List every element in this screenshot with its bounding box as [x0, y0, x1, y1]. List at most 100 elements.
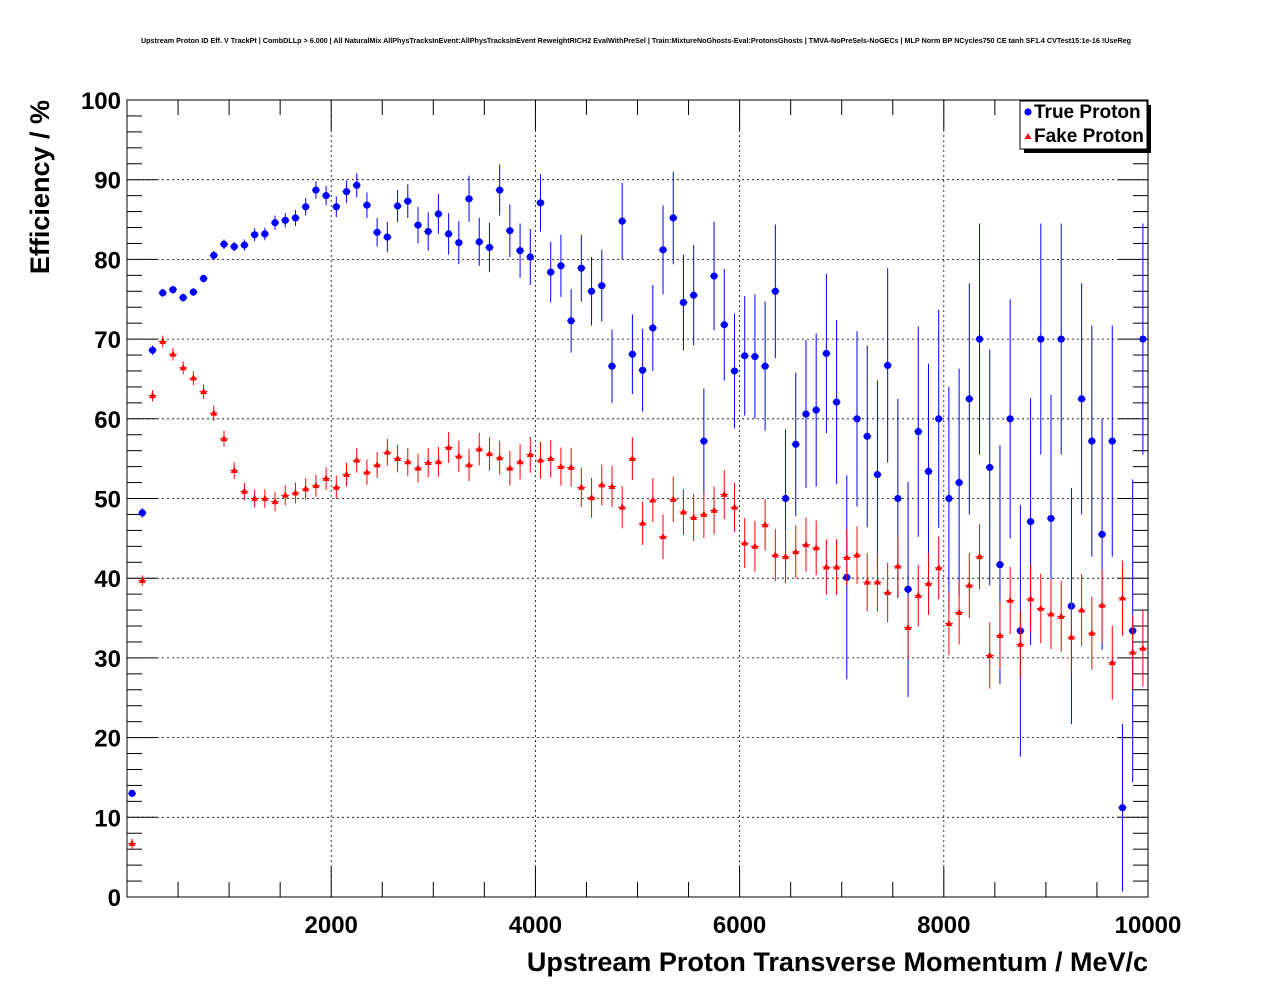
data-point — [567, 463, 575, 470]
data-point — [1047, 514, 1055, 523]
data-point — [414, 221, 422, 229]
data-point — [210, 251, 218, 260]
y-tick-label: 50 — [94, 487, 121, 514]
data-point — [771, 287, 779, 295]
data-point — [1037, 335, 1045, 343]
data-point — [475, 238, 483, 246]
data-point — [496, 454, 504, 461]
data-point — [138, 509, 146, 517]
legend-label-true-proton: True Proton — [1034, 102, 1141, 123]
y-tick-label: 0 — [108, 885, 121, 912]
data-point — [771, 551, 779, 558]
data-point — [1037, 604, 1045, 611]
data-point — [169, 286, 177, 294]
x-tick-label: 2000 — [305, 912, 358, 939]
data-point — [189, 288, 197, 296]
data-point — [435, 458, 442, 465]
data-point — [261, 230, 269, 238]
data-point — [965, 395, 973, 403]
y-tick-label: 30 — [94, 646, 121, 673]
data-point — [526, 450, 534, 458]
data-point — [547, 268, 555, 276]
data-point — [1078, 395, 1086, 403]
data-point — [976, 552, 983, 560]
data-point — [639, 366, 647, 374]
data-point — [363, 201, 371, 209]
legend-marker-true-proton — [1024, 108, 1032, 116]
plot-frame — [126, 99, 1149, 898]
data-point — [241, 487, 248, 494]
data-point — [914, 427, 922, 436]
data-point — [434, 210, 443, 218]
data-point — [588, 493, 595, 501]
data-point — [322, 474, 330, 481]
data-point — [700, 510, 708, 517]
data-point — [925, 579, 932, 587]
legend-label-fake-proton: Fake Proton — [1034, 126, 1144, 147]
data-point — [679, 298, 688, 307]
data-point — [383, 448, 391, 455]
data-point — [536, 199, 545, 207]
data-point — [955, 608, 963, 615]
data-point — [659, 532, 667, 540]
data-point — [200, 387, 207, 395]
y-tick-label: 20 — [94, 726, 121, 753]
data-point — [343, 470, 350, 477]
data-point — [1078, 606, 1086, 613]
data-point — [291, 214, 300, 222]
data-point — [863, 432, 871, 440]
data-point — [393, 202, 402, 210]
data-point — [261, 494, 269, 501]
data-point — [1057, 612, 1065, 619]
data-point — [894, 494, 902, 503]
data-point — [179, 294, 187, 302]
data-point — [210, 409, 218, 416]
data-point — [445, 230, 453, 238]
data-point — [986, 463, 994, 472]
data-point — [516, 458, 524, 465]
data-point — [567, 317, 575, 325]
data-point — [781, 494, 790, 503]
data-point — [1057, 335, 1065, 343]
data-point — [465, 461, 473, 468]
data-point — [1027, 595, 1034, 602]
data-point — [455, 452, 463, 459]
data-point — [730, 367, 739, 375]
data-point — [924, 467, 933, 476]
legend-box — [1019, 100, 1148, 150]
data-point — [1088, 437, 1096, 445]
grid-lines — [127, 100, 1148, 897]
y-tick-label: 60 — [94, 407, 121, 434]
legend: True Proton Fake Proton — [1019, 100, 1151, 153]
data-point — [1139, 335, 1147, 343]
data-point — [281, 216, 289, 224]
data-point — [649, 496, 657, 503]
data-point — [302, 203, 310, 211]
x-tick-label: 10000 — [1115, 912, 1182, 939]
data-point — [608, 362, 616, 370]
data-point — [128, 839, 136, 847]
data-point — [404, 458, 412, 465]
data-point — [251, 494, 259, 501]
data-point — [751, 542, 759, 549]
data-point — [710, 506, 718, 513]
data-point — [148, 346, 157, 354]
data-point — [516, 247, 524, 255]
data-point — [720, 490, 728, 497]
data-point — [1108, 658, 1116, 666]
data-point — [445, 443, 453, 450]
data-point — [302, 485, 310, 492]
data-point — [894, 562, 902, 569]
data-point — [598, 282, 606, 290]
data-point — [189, 374, 197, 381]
data-point — [1016, 640, 1024, 647]
data-point — [986, 651, 994, 658]
data-point — [904, 585, 912, 593]
data-point — [1139, 644, 1147, 651]
y-tick-label: 80 — [94, 247, 121, 274]
data-point — [1006, 415, 1014, 423]
data-point — [884, 588, 892, 595]
x-tick-label: 4000 — [509, 912, 562, 939]
data-point — [414, 464, 422, 471]
